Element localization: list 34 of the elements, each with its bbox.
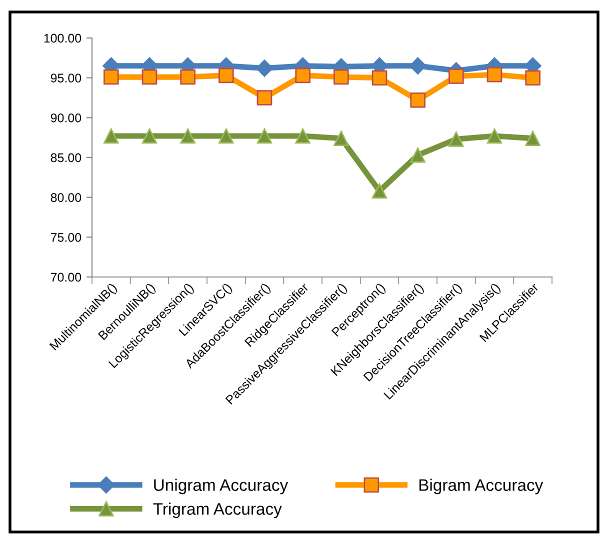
point <box>525 70 540 86</box>
legend-label: Unigram Accuracy <box>154 478 288 494</box>
point <box>218 68 234 84</box>
point <box>448 132 464 147</box>
point <box>142 69 158 85</box>
legend-label: Bigram Accuracy <box>419 478 544 494</box>
point <box>218 128 234 144</box>
point <box>410 147 426 163</box>
point <box>180 128 196 144</box>
y-tick-label: 70.00 <box>50 272 82 282</box>
y-tick-label: 75.00 <box>50 232 82 242</box>
y-tick-label: 95.00 <box>50 74 82 82</box>
point <box>104 128 119 144</box>
y-tick-label: 85.00 <box>50 153 82 162</box>
point <box>334 69 349 85</box>
point <box>486 67 502 82</box>
point <box>104 69 119 85</box>
point <box>372 70 388 86</box>
point <box>448 68 464 84</box>
point <box>142 128 158 144</box>
point <box>256 128 272 144</box>
point <box>486 128 502 144</box>
point <box>410 92 426 108</box>
point <box>256 90 272 106</box>
point <box>295 128 310 144</box>
y-tick-label: 80.00 <box>50 193 82 202</box>
point <box>525 130 540 146</box>
point <box>180 69 196 85</box>
legend-label: Trigram Accuracy <box>153 502 282 518</box>
point <box>334 130 349 146</box>
y-tick-label: 100.00 <box>44 34 82 43</box>
point <box>295 68 310 84</box>
y-tick-label: 90.00 <box>50 113 82 122</box>
point <box>372 183 388 199</box>
